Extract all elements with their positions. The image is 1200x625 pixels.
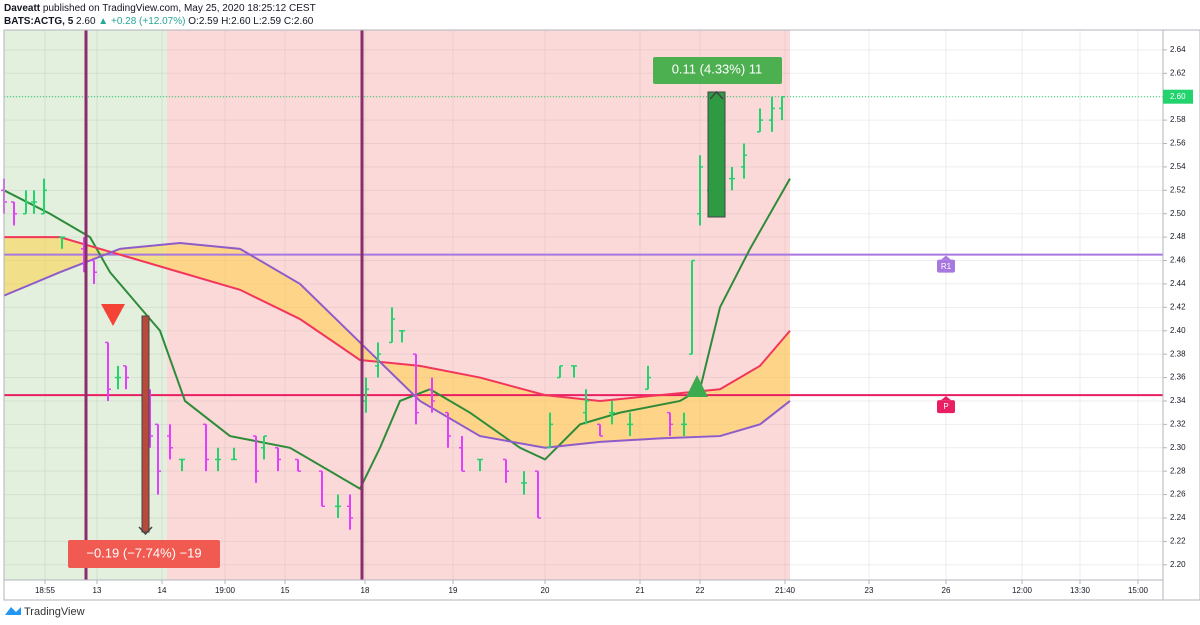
x-tick-label: 12:00	[1012, 586, 1033, 595]
measure-arrow	[138, 526, 153, 536]
grid	[4, 30, 1163, 580]
y-tick-label: 2.62	[1170, 68, 1186, 77]
x-tick-label: 13:30	[1070, 586, 1091, 595]
x-tick-label: 20	[541, 586, 550, 595]
x-tick-label: 19	[449, 586, 458, 595]
level-tag	[937, 259, 955, 273]
indicator-line	[3, 241, 791, 449]
x-tick-label: 15:00	[1128, 586, 1149, 595]
y-tick-label: 2.20	[1170, 560, 1186, 569]
sell-marker	[101, 304, 125, 326]
y-tick-label: 2.64	[1170, 45, 1186, 54]
annotation-box	[68, 540, 220, 568]
symbol-line: BATS:ACTG, 5 2.60 ▲ +0.28 (+12.07%) O:2.…	[4, 16, 314, 27]
buy-marker	[686, 375, 708, 397]
x-tick-label: 26	[942, 586, 951, 595]
measure-arrow	[709, 90, 724, 100]
plot: R1 P	[1, 95, 1163, 530]
brand: TradingView	[24, 606, 85, 618]
measure-down: −0.19 (−7.74%) −19	[68, 304, 220, 568]
y-tick-label: 2.50	[1170, 209, 1186, 218]
y-tick-label: 2.38	[1170, 349, 1186, 358]
zone-red	[167, 30, 790, 580]
y-tick-label: 2.28	[1170, 466, 1186, 475]
y-tick-label: 2.36	[1170, 373, 1186, 382]
y-tick-label: 2.40	[1170, 326, 1186, 335]
header-line: Daveatt published on TradingView.com, Ma…	[4, 3, 316, 14]
change: ▲ +0.28 (+12.07%)	[98, 16, 185, 27]
x-tick-label: 23	[865, 586, 874, 595]
y-tick-label: 2.56	[1170, 139, 1186, 148]
axes: 2.20 2.22 2.24 2.26 2.28 2.30 2.32 2.34 2.36 2.38…	[3, 29, 1200, 601]
y-tick-label: 2.24	[1170, 513, 1186, 522]
published: published on TradingView.com, May 25, 20…	[43, 3, 316, 14]
y-tick-label: 2.42	[1170, 302, 1186, 311]
y-tick-label: 2.22	[1170, 536, 1186, 545]
x-tick-label: 15	[281, 586, 290, 595]
level-label: R1	[941, 262, 952, 271]
x-tick-label: 21:40	[775, 586, 796, 595]
y-tick-label: 2.34	[1170, 396, 1186, 405]
last: 2.60	[76, 16, 96, 27]
last-price-label: 2.60	[1170, 92, 1186, 101]
symbol: BATS:ACTG, 5	[4, 16, 74, 27]
y-tick-label: 2.58	[1170, 115, 1186, 124]
x-tick-label: 13	[93, 586, 102, 595]
cloud-fill	[4, 237, 790, 448]
y-tick-label: 2.32	[1170, 419, 1186, 428]
x-tick-label: 18:55	[35, 586, 56, 595]
y-tick-label: 2.52	[1170, 185, 1186, 194]
x-tick-label: 14	[158, 586, 167, 595]
y-tick-label: 2.48	[1170, 232, 1186, 241]
last-price-tag	[1163, 89, 1193, 104]
level-tag	[937, 400, 955, 414]
y-tick-label: 2.46	[1170, 256, 1186, 265]
measure-bar	[707, 91, 726, 218]
x-tick-label: 21	[636, 586, 645, 595]
y-tick-label: 2.30	[1170, 443, 1186, 452]
x-tick-label: 19:00	[215, 586, 236, 595]
frame	[3, 29, 1200, 601]
logo	[5, 607, 21, 615]
y-tick-label: 2.54	[1170, 162, 1186, 171]
author: Daveatt	[4, 3, 41, 14]
x-tick-label: 18	[361, 586, 370, 595]
annotation-box	[653, 57, 782, 84]
ohlc: O:2.59 H:2.60 L:2.59 C:2.60	[188, 16, 314, 27]
measure-bar	[141, 315, 150, 533]
indicator-line	[3, 178, 791, 491]
level-label: P	[943, 402, 948, 411]
annotation: −0.19 (−7.74%) −19	[86, 545, 201, 560]
measure-up: 0.11 (4.33%) 11	[653, 57, 782, 397]
y-tick-label: 2.26	[1170, 490, 1186, 499]
y-tick-label: 2.44	[1170, 279, 1186, 288]
annotation: 0.11 (4.33%) 11	[672, 61, 763, 76]
level-tag-tip	[941, 396, 951, 401]
level-tag-tip	[941, 255, 951, 260]
x-tick-label: 22	[696, 586, 705, 595]
